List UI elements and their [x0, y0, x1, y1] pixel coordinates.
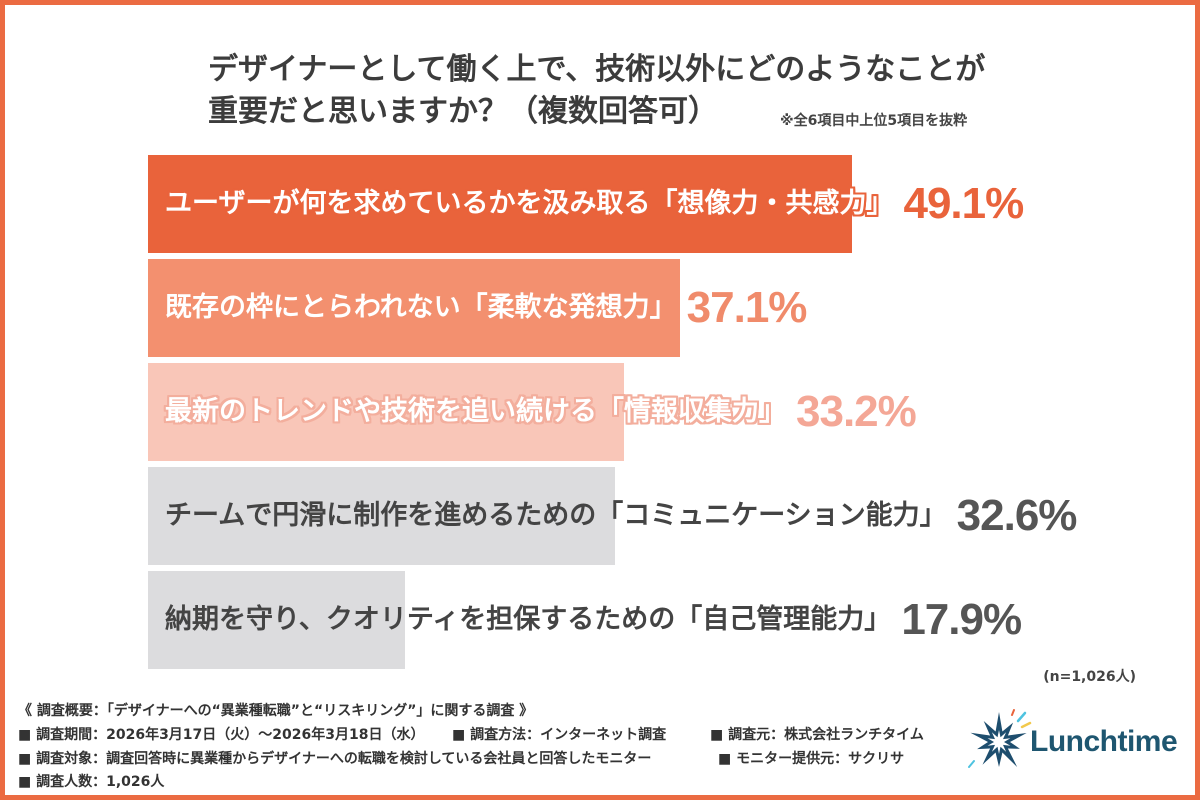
survey-period: ■ 調査期間：2026年3月17日（火）〜2026年3月18日（水） — [18, 727, 425, 743]
bar-row-4: チームで円滑に制作を進めるための「コミュニケーション能力」 32.6% — [148, 467, 1188, 565]
survey-method: ■ 調査方法：インターネット調査 — [452, 727, 667, 743]
bar-value-label: 17.9% — [901, 595, 1022, 645]
bar-category-label: ユーザーが何を求めているかを汲み取る「想像力・共感力」 — [165, 188, 894, 219]
survey-heading: 《 調査概要：「デザイナーへの“異業種転職”と“リスキリング”」に関する調査 》 — [18, 703, 534, 719]
bar-value-unit: % — [982, 595, 1022, 644]
bar-value-number: 32.6 — [956, 491, 1040, 540]
bar-2 — [148, 259, 680, 357]
bar-text-group: 既存の枠にとらわれない「柔軟な発想力」 37.1% — [148, 259, 808, 357]
bar-category-label: 最新のトレンドや技術を追い続ける「情報収集力」 — [165, 396, 786, 427]
bar-row-5: 納期を守り、クオリティを担保するための「自己管理能力」 17.9% — [148, 571, 1188, 669]
chart-title-line-2: 重要だと思いますか？（複数回答可） — [208, 94, 718, 129]
selection-note: ※全6項目中上位5項目を抜粋 — [780, 113, 968, 129]
bar-row-2: 既存の枠にとらわれない「柔軟な発想力」 37.1% — [148, 259, 1188, 357]
bar-value-label: 32.6% — [956, 491, 1078, 541]
survey-respondents: ■ 調査人数：1,026人 — [18, 774, 165, 790]
bar-row-1: ユーザーが何を求めているかを汲み取る「想像力・共感力」 49.1% — [148, 155, 1188, 253]
bar-value-unit: % — [985, 179, 1024, 228]
bar-1 — [148, 155, 853, 253]
bar-text-group: チームで円滑に制作を進めるための「コミュニケーション能力」 32.6% — [148, 467, 1078, 565]
bar-value-unit: % — [1038, 491, 1077, 540]
chart-title: デザイナーとして働く上で、技術以外にどのようなことが 重要だと思いますか？（複数… — [208, 49, 985, 133]
bar-category-label: 納期を守り、クオリティを担保するための「自己管理能力」 — [165, 604, 892, 635]
bar-4 — [148, 467, 616, 565]
bar-category-label: 既存の枠にとらわれない「柔軟な発想力」 — [165, 292, 677, 323]
bar-text-group: 納期を守り、クオリティを担保するための「自己管理能力」 17.9% — [148, 571, 1022, 669]
bar-value-unit: % — [877, 387, 917, 436]
survey-panel-provider: ■ モニター提供元：サクリサ — [718, 751, 905, 767]
bar-chart: ユーザーが何を求めているかを汲み取る「想像力・共感力」 49.1% 既存の枠にとらわ… — [148, 155, 1188, 675]
sample-size-label: (n=1,026人) — [1043, 669, 1136, 685]
bar-text-group: ユーザーが何を求めているかを汲み取る「想像力・共感力」 49.1% — [148, 155, 1024, 253]
bar-value-unit: % — [768, 283, 807, 332]
logo-starburst-icon — [968, 709, 1032, 768]
chart-title-line-1: デザイナーとして働く上で、技術以外にどのようなことが — [208, 52, 986, 87]
bar-value-number: 37.1 — [686, 283, 770, 332]
survey-target: ■ 調査対象：調査回答時に異業種からデザイナーへの転職を検討している会社員と回答… — [18, 751, 652, 767]
logo-wordmark: Lunchtime — [1030, 725, 1178, 758]
bar-value-number: 33.2 — [796, 387, 879, 436]
bar-5 — [148, 571, 405, 669]
bar-value-label: 49.1% — [903, 179, 1024, 229]
bar-value-number: 49.1 — [903, 179, 986, 228]
bar-value-number: 17.9 — [901, 595, 984, 644]
bar-row-3: 最新のトレンドや技術を追い続ける「情報収集力」 33.2% — [148, 363, 1188, 461]
bar-value-label: 37.1% — [686, 283, 808, 333]
lunchtime-logo: Lunchtime — [966, 706, 1186, 778]
bar-category-label: チームで円滑に制作を進めるための「コミュニケーション能力」 — [165, 500, 947, 531]
survey-source: ■ 調査元：株式会社ランチタイム — [710, 727, 924, 743]
bar-value-label: 33.2% — [796, 387, 917, 437]
bar-3 — [148, 363, 625, 461]
bar-text-group: 最新のトレンドや技術を追い続ける「情報収集力」 33.2% — [148, 363, 917, 461]
